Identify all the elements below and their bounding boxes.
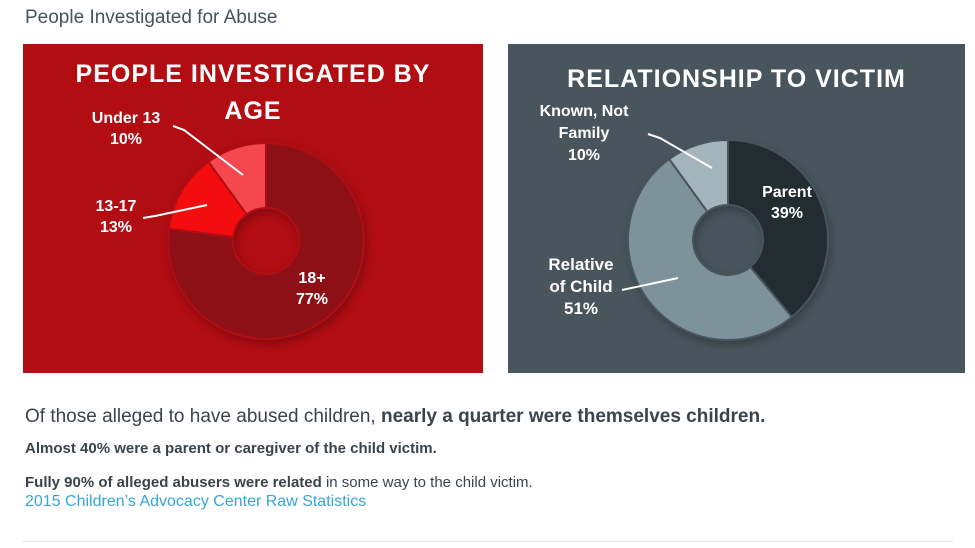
callout-relative-of-child-value: 51% (563, 299, 599, 318)
relationship-chart-panel: RELATIONSHIP TO VICTIM Known, Not Family… (508, 44, 965, 373)
leader-line-known-not-family (647, 133, 713, 169)
donut-segment-known-not-family (667, 138, 729, 214)
relationship-chart-title-line1: RELATIONSHIP TO VICTIM (567, 65, 906, 93)
callout-13-17-label: 13-17 (95, 198, 137, 215)
donut-segment-parent (727, 138, 829, 319)
age-chart-panel: PEOPLE INVESTIGATED BY AGE Under 13 10% … (23, 44, 483, 373)
bottom-divider (22, 541, 953, 542)
age-chart-title: PEOPLE INVESTIGATED BY AGE (23, 56, 483, 130)
summary-line-3-bold: Fully 90% of alleged abusers were relate… (25, 474, 322, 491)
donut-segment-relative-of-child (627, 157, 794, 341)
summary-line-3: Fully 90% of alleged abusers were relate… (25, 474, 533, 491)
leader-line-under-13 (172, 125, 244, 176)
callout-known-not-family-label2: Family (558, 125, 610, 142)
relationship-donut-chart (621, 133, 829, 341)
callout-parent-value: 39% (770, 205, 804, 222)
callout-parent: Parent 39% (737, 182, 837, 224)
age-chart-title-line2: AGE (224, 97, 282, 125)
age-donut-chart (142, 125, 365, 340)
callout-18-plus-label: 18+ (298, 270, 326, 287)
callout-relative-of-child-label1: Relative (548, 255, 614, 274)
summary-line-1-bold: nearly a quarter were themselves childre… (380, 406, 766, 427)
page-title: People Investigated for Abuse (25, 7, 278, 28)
summary-line-2: Almost 40% were a parent or caregiver of… (25, 440, 437, 457)
summary-line-3-regular: in some way to the child victim. (321, 474, 533, 491)
callout-13-17-value: 13% (99, 219, 133, 236)
leader-line-relative-of-child (621, 277, 679, 291)
summary-line-1-regular: Of those alleged to have abused children… (25, 406, 381, 427)
callout-under-13-label: Under 13 (91, 110, 161, 127)
callout-relative-of-child: Relative of Child 51% (521, 254, 641, 320)
callout-known-not-family-value: 10% (567, 147, 601, 164)
summary-line-1: Of those alleged to have abused children… (25, 406, 765, 428)
callout-relative-of-child-label2: of Child (549, 277, 613, 296)
source-link[interactable]: 2015 Children’s Advocacy Center Raw Stat… (25, 493, 367, 510)
leader-line-13-17 (142, 204, 208, 219)
callout-18-plus: 18+ 77% (262, 268, 362, 310)
callout-under-13-value: 10% (109, 131, 143, 148)
age-chart-title-line1: PEOPLE INVESTIGATED BY (75, 60, 431, 88)
callout-known-not-family-label1: Known, Not (539, 103, 629, 120)
callout-18-plus-value: 77% (295, 291, 329, 308)
relationship-chart-title: RELATIONSHIP TO VICTIM (508, 61, 965, 98)
callout-13-17: 13-17 13% (66, 196, 166, 238)
callout-under-13: Under 13 10% (76, 108, 176, 150)
callout-parent-label: Parent (762, 184, 812, 201)
donut-segment-18- (167, 141, 365, 340)
callout-known-not-family: Known, Not Family 10% (524, 101, 644, 167)
